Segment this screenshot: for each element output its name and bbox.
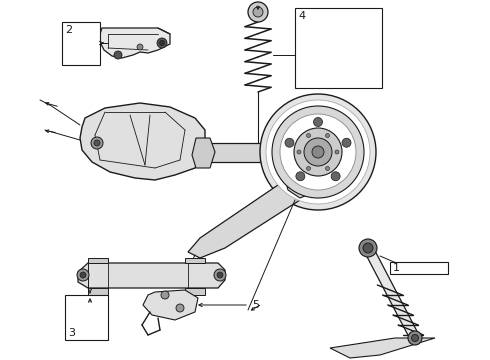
Circle shape [296,172,305,181]
Circle shape [266,100,370,204]
Polygon shape [200,143,305,162]
Circle shape [307,134,311,138]
Circle shape [160,41,165,45]
Circle shape [297,150,301,154]
Polygon shape [284,162,318,198]
Circle shape [294,128,342,176]
Bar [390,262,448,274]
Circle shape [161,291,169,299]
Circle shape [217,272,223,278]
Circle shape [314,117,322,126]
Circle shape [272,106,364,198]
Circle shape [248,2,268,22]
Polygon shape [361,246,422,340]
Circle shape [335,150,339,154]
Polygon shape [143,290,198,320]
Circle shape [91,137,103,149]
Circle shape [331,172,340,181]
Text: 3: 3 [68,328,75,338]
Bar [295,8,382,88]
Circle shape [280,114,356,190]
Circle shape [325,166,329,170]
Polygon shape [88,258,108,263]
Circle shape [214,269,226,281]
Circle shape [176,304,184,312]
Circle shape [157,38,167,48]
Circle shape [312,146,324,158]
Polygon shape [192,138,215,168]
Circle shape [304,138,332,166]
Circle shape [359,239,377,257]
Bar [62,22,100,65]
Polygon shape [100,28,170,58]
Circle shape [285,138,294,147]
Polygon shape [88,288,108,295]
Circle shape [307,166,311,170]
Circle shape [253,7,263,17]
Circle shape [77,269,89,281]
Circle shape [408,331,422,345]
Circle shape [137,44,143,50]
Text: 5: 5 [252,300,259,310]
Circle shape [94,140,100,146]
Text: 1: 1 [393,263,400,273]
Circle shape [80,272,86,278]
Polygon shape [185,288,205,295]
Text: 2: 2 [65,25,72,35]
Circle shape [114,51,122,59]
Circle shape [342,138,351,147]
Circle shape [363,243,373,253]
Polygon shape [80,103,205,180]
Circle shape [412,334,418,342]
Text: 4: 4 [298,11,305,21]
Polygon shape [185,258,205,263]
Polygon shape [78,263,225,288]
Polygon shape [330,338,435,358]
Bar [65,295,108,340]
Polygon shape [188,185,300,258]
Circle shape [260,94,376,210]
Circle shape [325,134,329,138]
